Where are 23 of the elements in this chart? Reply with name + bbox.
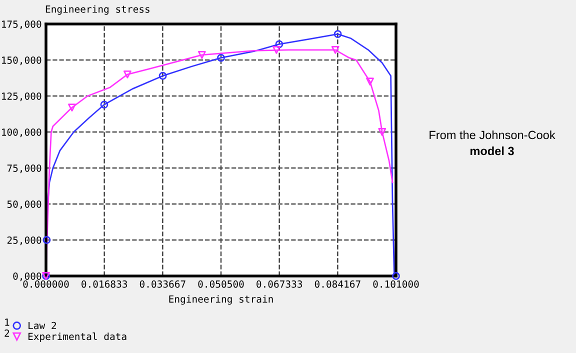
- y-tick-label: 0,000: [13, 272, 42, 282]
- legend-label: Law 2: [28, 322, 56, 330]
- y-tick-label: 50,000: [7, 200, 42, 210]
- x-tick-label: 0.016833: [82, 280, 128, 288]
- x-tick-label: 0.067333: [256, 280, 302, 288]
- text: 2: [4, 329, 10, 337]
- text: model 3: [470, 146, 514, 156]
- y-axis-title: Engineering stress: [46, 5, 150, 15]
- y-tick-label: 100,000: [2, 128, 42, 138]
- y-tick-label: 75,000: [7, 164, 42, 174]
- legend-label: Experimental data: [28, 332, 126, 342]
- x-tick-label: 0.084167: [314, 280, 360, 288]
- x-tick-label: 0.101000: [373, 280, 419, 288]
- x-tick-label: 0.000000: [23, 280, 69, 288]
- x-axis-title: Engineering strain: [169, 295, 273, 305]
- x-tick-label: 0.050500: [198, 280, 244, 288]
- y-tick-label: 150,000: [2, 56, 42, 66]
- text: 1: [5, 318, 10, 326]
- text: From the Johnson-Cook: [430, 130, 556, 140]
- y-tick-label: 125,000: [2, 92, 42, 102]
- y-tick-label: 25,000: [7, 236, 42, 246]
- y-tick-label: 175,000: [2, 20, 42, 30]
- x-tick-label: 0.033667: [140, 280, 186, 288]
